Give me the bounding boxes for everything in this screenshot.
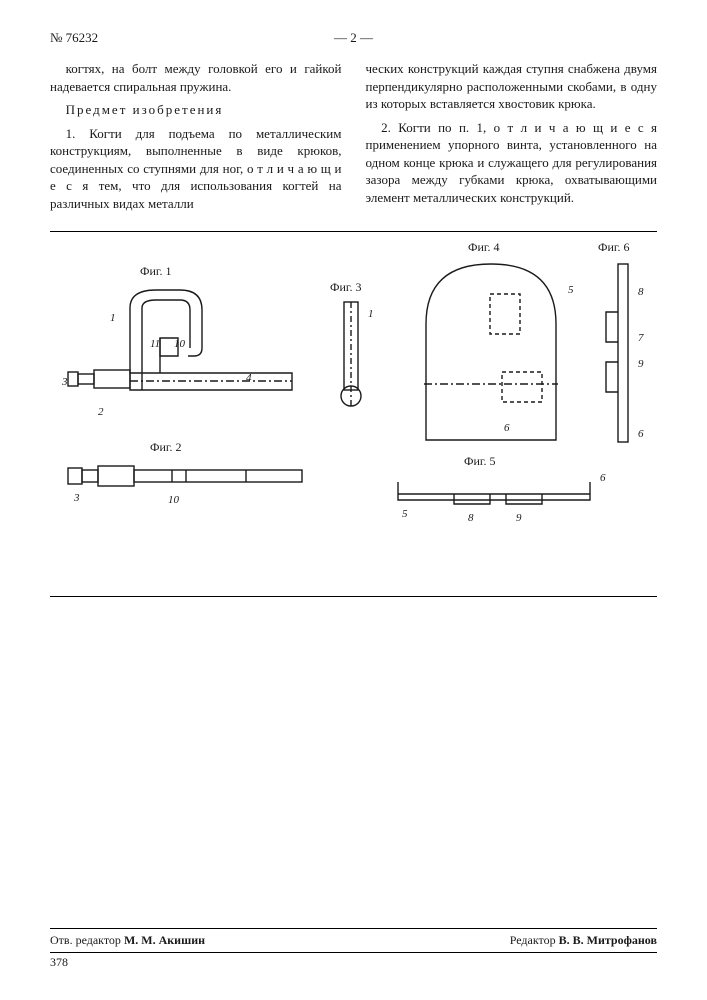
resp-editor-label: Отв. редактор — [50, 933, 121, 947]
fig5-n6: 6 — [600, 472, 606, 484]
fig1-n3: 3 — [62, 376, 68, 388]
editor-name: В. В. Митрофанов — [559, 933, 657, 947]
fig5-n8: 8 — [468, 512, 474, 524]
fig1-n10: 10 — [174, 338, 185, 350]
page-number: — 2 — — [150, 30, 557, 46]
fig1-n1: 1 — [110, 312, 116, 324]
fig4-label: Фиг. 4 — [468, 240, 499, 255]
resp-editor-name: М. М. Акишин — [124, 933, 205, 947]
fig6-n8: 8 — [638, 286, 644, 298]
fig2-label: Фиг. 2 — [150, 440, 181, 455]
fig5-n5: 5 — [402, 508, 408, 520]
figures-panel: Фиг. 1 1 2 3 4 10 — [50, 231, 657, 597]
claim-2: 2. Когти по п. 1, о т л и ч а ю щ и е с … — [366, 119, 658, 207]
fig4-drawing — [406, 254, 576, 444]
fig3-n1: 1 — [368, 308, 374, 320]
fig1-n11: 11 — [150, 338, 160, 350]
fig6-n6: 6 — [638, 428, 644, 440]
claim-1a: 1. Когти для подъема по металлическим ко… — [50, 125, 342, 213]
fig2-drawing — [60, 458, 310, 498]
claim-1b: ческих конструкций каждая ступня снабжен… — [366, 60, 658, 113]
claims-heading: Предмет изобретения — [66, 102, 224, 117]
fig1-n4: 4 — [246, 372, 252, 384]
fig2-n10: 10 — [168, 494, 179, 506]
para-intro: когтях, на болт между головкой его и гай… — [50, 60, 342, 95]
fig6-n7: 7 — [638, 332, 644, 344]
fig5-drawing — [390, 474, 600, 514]
fig5-n9: 9 — [516, 512, 522, 524]
fig6-label: Фиг. 6 — [598, 240, 629, 255]
fig6-n9: 9 — [638, 358, 644, 370]
body-text-columns: когтях, на болт между головкой его и гай… — [50, 60, 657, 215]
fig4-n6: 6 — [504, 422, 510, 434]
fig4-n5: 5 — [568, 284, 574, 296]
page-footer: Отв. редактор М. М. Акишин Редактор В. В… — [50, 928, 657, 970]
fig6-drawing — [594, 258, 644, 448]
editor-label: Редактор — [510, 933, 556, 947]
folio: 378 — [50, 952, 657, 970]
fig5-label: Фиг. 5 — [464, 454, 495, 469]
page-header: № 76232 — 2 — — [50, 30, 657, 46]
fig3-label: Фиг. 3 — [330, 280, 361, 295]
fig1-n2: 2 — [98, 406, 104, 418]
doc-number: № 76232 — [50, 30, 150, 46]
fig2-n3: 3 — [74, 492, 80, 504]
fig1-label: Фиг. 1 — [140, 264, 171, 279]
